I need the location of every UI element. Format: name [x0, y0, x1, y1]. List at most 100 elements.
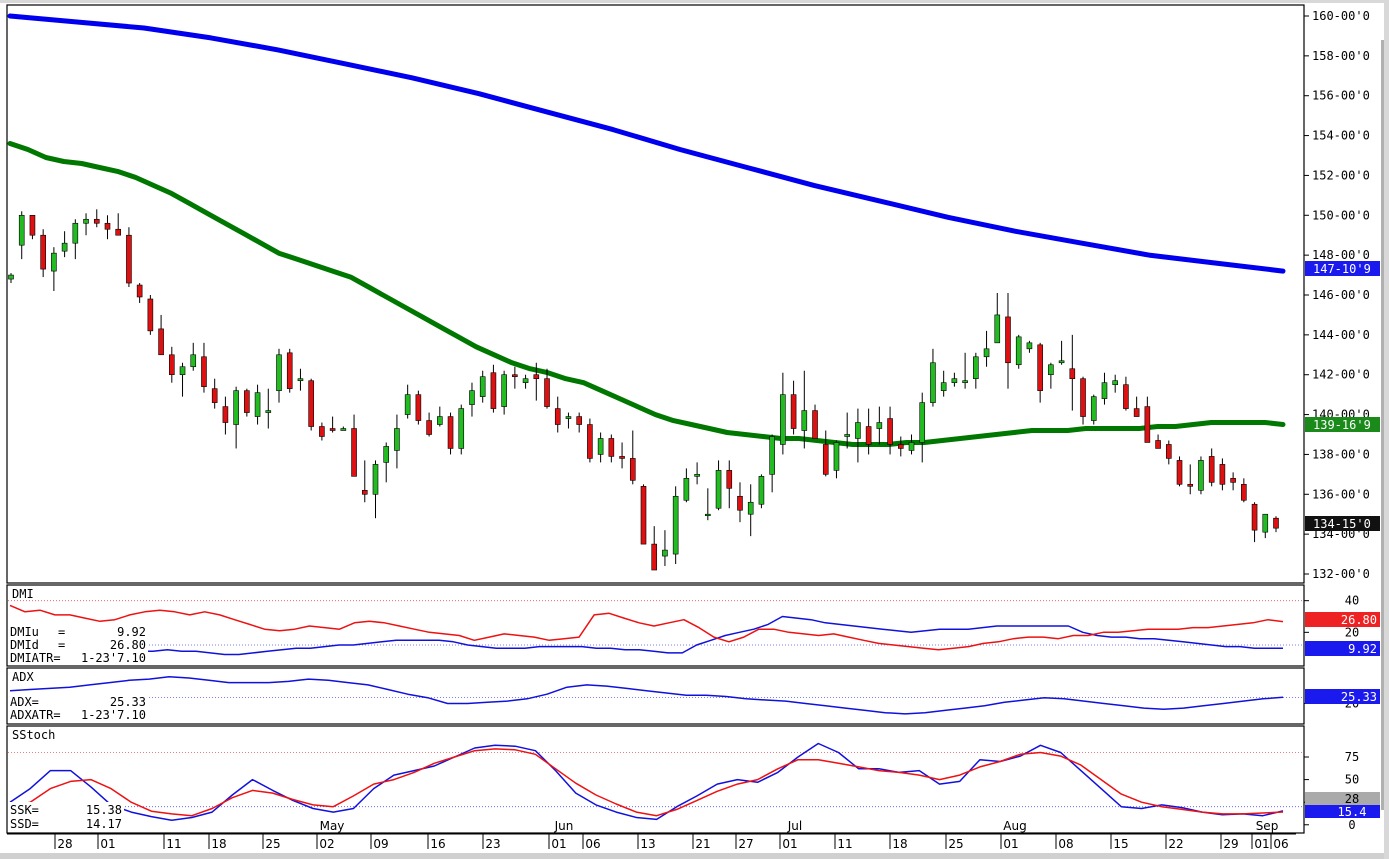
candle-body: [1155, 440, 1161, 449]
candle: [790, 380, 797, 435]
candle-body: [876, 422, 883, 429]
candle-body: [951, 378, 958, 383]
candle: [694, 462, 700, 485]
dmid-readout-value: 26.80: [110, 638, 146, 652]
indicator-tick-label: 0: [1348, 818, 1355, 832]
time-day-label: 18: [892, 837, 907, 851]
candle: [780, 372, 786, 455]
time-day-label: 01: [1254, 837, 1269, 851]
candle: [1026, 340, 1033, 353]
candle-body: [1058, 360, 1065, 364]
candle: [1241, 478, 1247, 503]
candle: [458, 404, 465, 455]
stoch-level-badge-label: 28: [1345, 792, 1359, 806]
adx-readout-box: [8, 695, 148, 723]
candle: [619, 442, 625, 469]
candle: [286, 348, 293, 393]
candle: [136, 283, 143, 303]
indicator-tick-label: 40: [1345, 594, 1359, 608]
candle-body: [479, 376, 486, 397]
candle: [1230, 472, 1236, 491]
candle-body: [1101, 382, 1108, 399]
adx-panel-frame: [6, 667, 1305, 725]
stoch-level-badge: [1305, 792, 1380, 805]
dmi-lines: [8, 600, 1303, 656]
scrollbar-track[interactable]: [1381, 40, 1384, 810]
series-line-ssd: [9, 748, 1284, 817]
candle-body: [940, 382, 947, 391]
candle: [308, 378, 314, 431]
candle: [29, 214, 36, 240]
time-day-label: 25: [265, 837, 280, 851]
price-tick-label: 144-00'0: [1312, 328, 1370, 342]
candle: [1133, 396, 1140, 417]
candle-body: [790, 394, 797, 429]
time-month-label: Sep: [1256, 819, 1279, 833]
candle-body: [758, 476, 765, 505]
candle: [201, 342, 207, 393]
candle: [1165, 440, 1172, 465]
candle: [587, 418, 593, 463]
candle: [372, 460, 379, 519]
candle-body: [1273, 517, 1279, 529]
candle-body: [104, 222, 111, 230]
candle-body: [40, 234, 46, 270]
candle-body: [512, 374, 518, 378]
ma-short-badge-label: 139-16'9: [1313, 418, 1371, 432]
candle: [672, 486, 679, 565]
ssk-badge-label: 15.4: [1338, 805, 1367, 819]
candle: [383, 442, 390, 483]
price-tick-label: 136-00'0: [1312, 487, 1370, 501]
candle-body: [576, 416, 582, 425]
candle: [844, 412, 850, 449]
candle: [179, 362, 186, 397]
candle-body: [83, 218, 89, 224]
candle-body: [587, 424, 593, 459]
series-line-dmiu: [9, 615, 1284, 656]
candle-body: [297, 378, 304, 381]
indicator-tick-label: 20: [1345, 625, 1359, 639]
candle: [522, 374, 529, 389]
candle: [533, 362, 540, 401]
candle: [479, 370, 486, 403]
dmiu-readout-value: 9.92: [117, 625, 146, 639]
price-axis-badges: 147-10'9 139-16'9 134-15'0: [1305, 261, 1380, 531]
candle-body: [244, 390, 250, 413]
candle: [726, 460, 733, 509]
price-tick-label: 158-00'0: [1312, 49, 1370, 63]
candle: [1273, 516, 1279, 533]
candle: [1144, 396, 1151, 443]
candle-body: [608, 438, 615, 457]
price-tick-label: 138-00'0: [1312, 447, 1370, 461]
candle: [651, 526, 658, 571]
candle-body: [887, 418, 893, 445]
candle: [265, 388, 272, 429]
candle-body: [372, 464, 379, 495]
time-month-label: Aug: [1003, 819, 1026, 833]
candle-body: [490, 372, 497, 409]
dmiu-readout-sep: =: [58, 625, 65, 639]
series-line-dmid: [9, 604, 1284, 651]
candle: [222, 396, 229, 435]
candle-body: [179, 366, 186, 376]
candle-body: [190, 354, 197, 368]
time-day-label: 11: [837, 837, 852, 851]
candle-body: [501, 374, 507, 407]
candle-body: [1176, 460, 1183, 485]
candle: [1037, 342, 1043, 403]
candle: [1080, 376, 1086, 425]
candle: [1219, 458, 1226, 491]
candle: [319, 422, 325, 441]
time-day-label: 28: [57, 837, 72, 851]
candle: [126, 227, 132, 288]
ma-long-badge-label: 147-10'9: [1313, 262, 1371, 276]
candle: [394, 414, 400, 469]
candle-body: [769, 436, 775, 475]
candle-body: [715, 470, 722, 509]
candle: [404, 384, 411, 419]
candle-body: [822, 444, 829, 475]
candle: [1123, 376, 1129, 411]
candle: [544, 368, 550, 409]
candle: [940, 370, 947, 397]
